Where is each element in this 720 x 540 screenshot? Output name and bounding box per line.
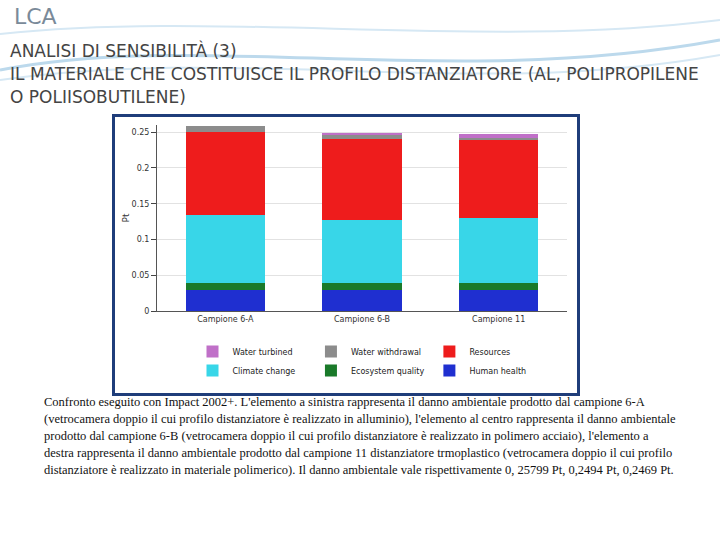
svg-text:0.05: 0.05 (132, 271, 150, 280)
svg-text:Ecosystem quality: Ecosystem quality (351, 367, 424, 376)
svg-text:Campione 11: Campione 11 (472, 315, 525, 324)
svg-text:Campione 6-B: Campione 6-B (334, 315, 390, 324)
svg-text:0.1: 0.1 (137, 235, 150, 244)
svg-text:Climate change: Climate change (233, 367, 296, 376)
svg-text:Water turbined: Water turbined (233, 348, 293, 357)
svg-text:Water withdrawal: Water withdrawal (351, 348, 421, 357)
svg-text:0.25: 0.25 (132, 128, 150, 137)
svg-text:Campione 6-A: Campione 6-A (197, 315, 254, 324)
html-text:Confronto eseguito con Impact: Confronto eseguito con Impact 2002+. L'e… (44, 395, 676, 477)
svg-text:0.15: 0.15 (132, 199, 150, 208)
html-text:LCA: LCA (14, 4, 57, 29)
svg-text:0.2: 0.2 (137, 164, 150, 173)
html-text:IL MATERIALE CHE COSTITUISCE I: IL MATERIALE CHE COSTITUISCE IL PROFILO … (10, 64, 699, 107)
svg-text:Resources: Resources (469, 348, 510, 357)
svg-text:Human health: Human health (469, 367, 526, 376)
html-text:ANALISI DI SENSIBILITÀ (3): ANALISI DI SENSIBILITÀ (3) (10, 41, 237, 61)
svg-text:Pt: Pt (121, 213, 131, 222)
svg-text:0: 0 (144, 307, 149, 316)
